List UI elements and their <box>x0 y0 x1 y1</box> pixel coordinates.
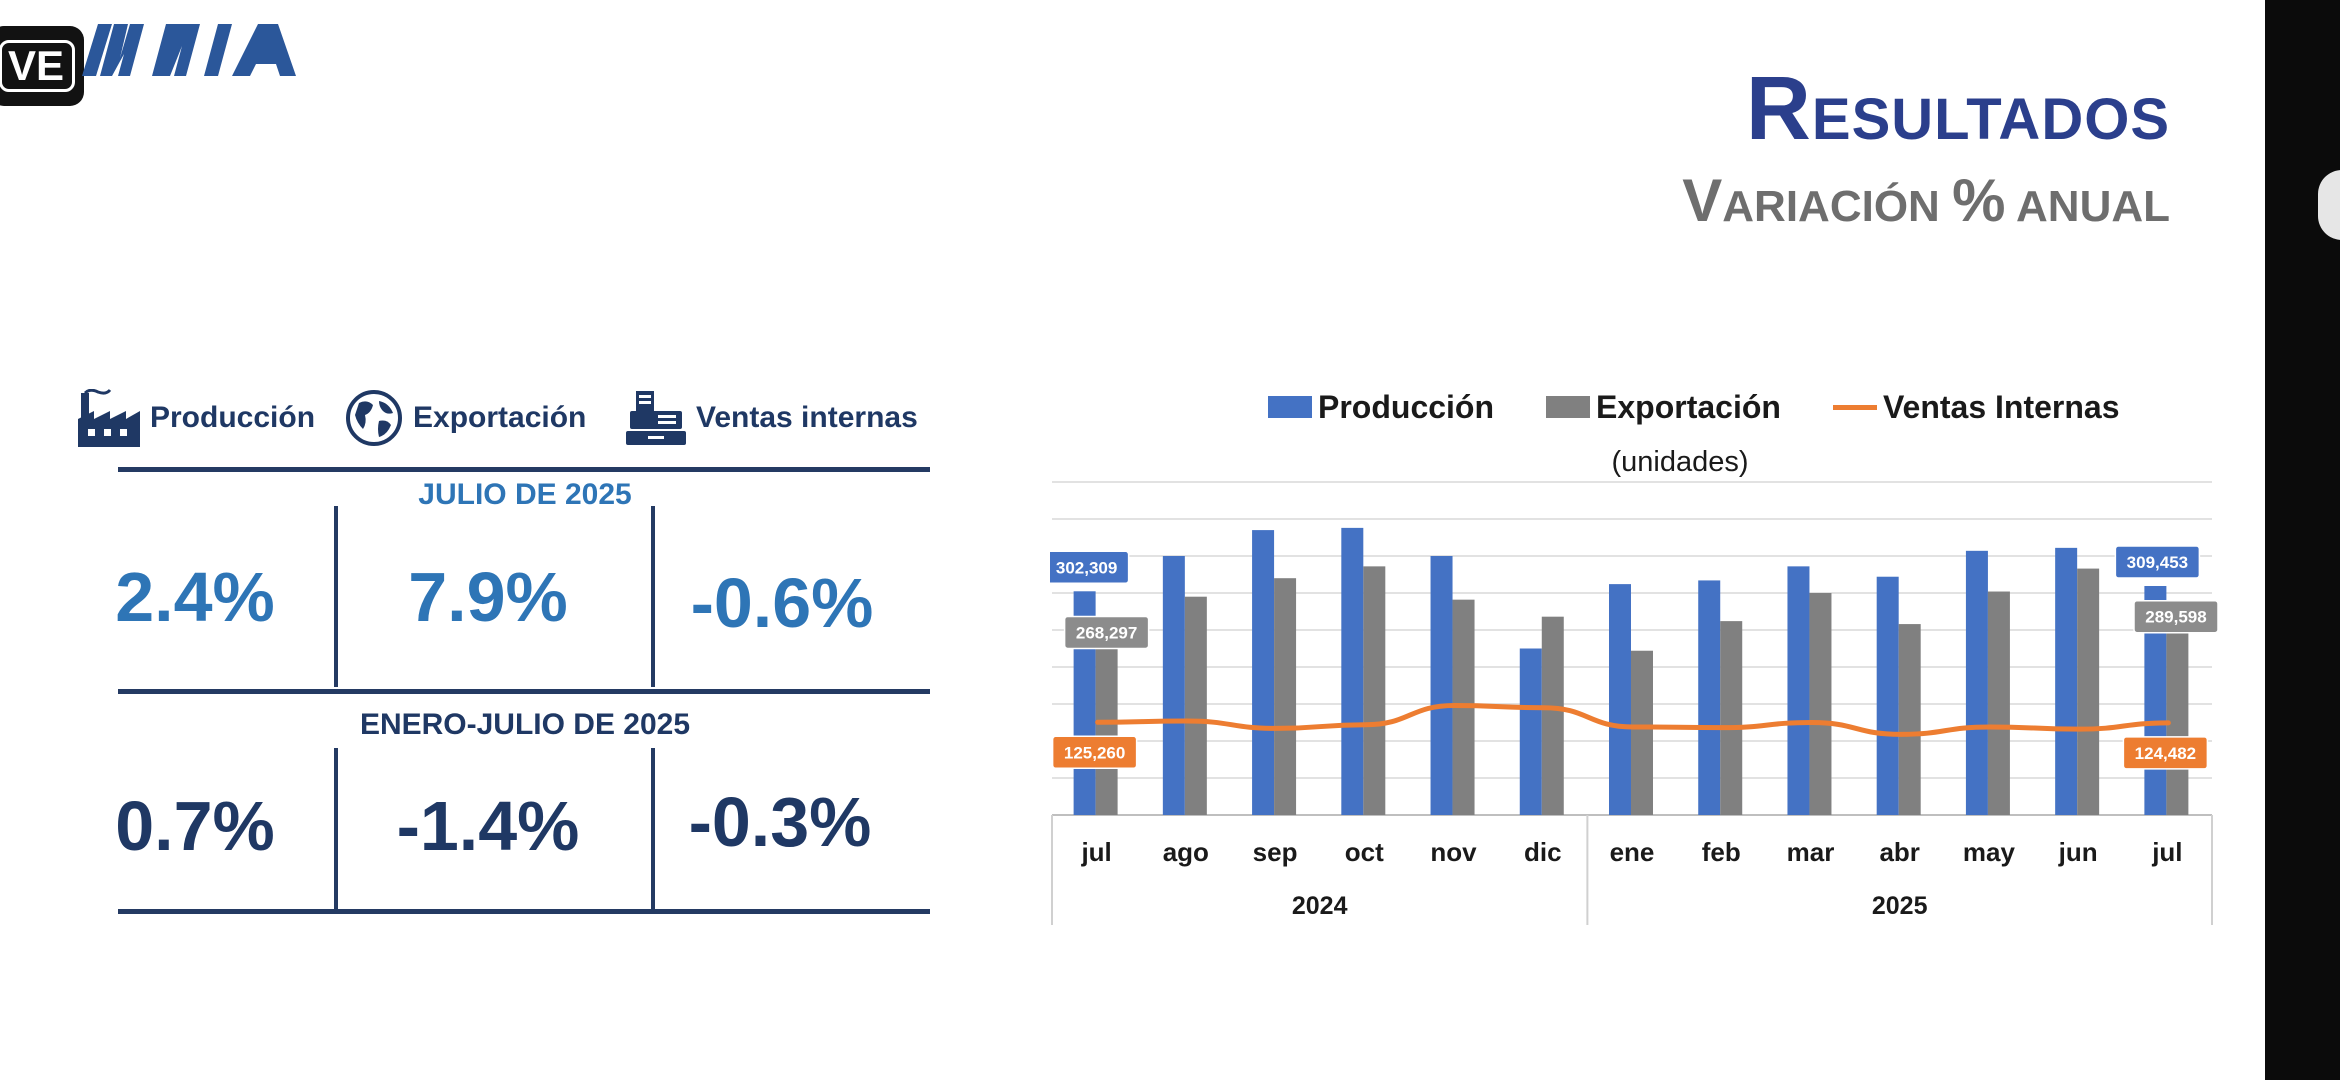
x-tick-label: may <box>1963 837 2016 867</box>
legend-item-ventas: Ventas Internas <box>1832 388 2120 426</box>
legend-item-produccion: Producción <box>1268 389 1494 426</box>
live-badge: VE <box>0 26 84 106</box>
bar-produccion <box>2055 547 2078 815</box>
legend-swatch <box>1832 404 1877 410</box>
bar-produccion <box>1162 556 1185 815</box>
kpi-value-produccion-enero-julio: 0.7% <box>115 787 275 865</box>
data-label: 309,453 <box>2127 553 2188 572</box>
bar-exportacion <box>1541 616 1564 815</box>
table-divider <box>334 748 338 910</box>
table-divider <box>334 506 338 687</box>
combo-chart: 302,309 268,297 125,260 309,453 289,598 124,4… <box>1050 481 2219 925</box>
globe-icon <box>346 390 402 446</box>
bar-exportacion <box>1631 650 1653 815</box>
kpi-header-exportacion: Exportación <box>345 386 586 450</box>
table-rule-middle <box>118 689 930 694</box>
data-label-box <box>2122 736 2209 770</box>
bar-produccion <box>1430 556 1453 815</box>
data-label-box <box>1051 735 1138 770</box>
bar-produccion <box>1698 580 1721 815</box>
kpi-value-exportacion-enero-julio: -1.4% <box>396 787 580 865</box>
chart-unit-label: (unidades) <box>1611 446 1749 478</box>
side-panel-handle[interactable] <box>2318 170 2340 240</box>
data-label-box <box>1050 550 1130 585</box>
amia-logo <box>82 24 296 76</box>
bar-produccion <box>1876 576 1899 815</box>
kpi-header-label: Exportación <box>413 401 587 434</box>
data-label: 124,482 <box>2135 744 2196 763</box>
kpi-value-ventas-enero-julio: -0.3% <box>688 783 872 861</box>
data-label: 125,260 <box>1064 743 1125 762</box>
x-tick-label: sep <box>1253 837 1298 867</box>
factory-icon <box>78 389 140 447</box>
legend-label: Producción <box>1318 388 1495 425</box>
bar-exportacion <box>1720 621 1743 815</box>
x-tick-label: oct <box>1345 837 1384 867</box>
x-tick-label: dic <box>1524 837 1562 867</box>
data-label-box <box>2133 599 2219 634</box>
right-edge-bar <box>2265 0 2340 1080</box>
legend-swatch <box>1268 396 1312 418</box>
period-label-julio: JULIO DE 2025 <box>418 478 632 511</box>
line-ventas-internas <box>1095 702 2171 737</box>
x-tick-label: nov <box>1430 837 1477 867</box>
x-tick-label: abr <box>1879 837 1919 867</box>
table-divider <box>651 506 655 687</box>
bar-produccion <box>1787 566 1810 815</box>
kpi-header-label: Producción <box>150 401 316 434</box>
page-title: RESULTADOS <box>1745 59 2170 159</box>
kpi-header-produccion: Producción <box>78 386 315 450</box>
bar-exportacion <box>2077 568 2100 815</box>
table-rule-bottom <box>118 909 930 914</box>
kpi-header-ventas: Ventas internas <box>626 386 918 450</box>
bar-exportacion <box>1809 593 1832 815</box>
bar-exportacion <box>1274 578 1297 815</box>
kpi-header-label: Ventas internas <box>696 401 918 434</box>
data-label-box <box>1063 615 1150 650</box>
kpi-value-produccion-julio: 2.4% <box>115 558 275 636</box>
table-divider <box>651 748 655 910</box>
legend-label: Ventas Internas <box>1882 388 2120 425</box>
x-tick-label: mar <box>1787 837 1835 867</box>
x-tick-label: ene <box>1610 837 1655 867</box>
bar-produccion <box>1341 527 1364 815</box>
cash-register-icon <box>626 391 686 445</box>
x-tick-label: ago <box>1163 837 1209 867</box>
data-label: 268,297 <box>1076 623 1137 642</box>
x-tick-label: jul <box>2151 837 2182 867</box>
bar-exportacion <box>1363 566 1386 815</box>
bar-produccion <box>1609 584 1631 815</box>
slide: VE RESULTADOS VARIACIÓN % ANUAL Producci… <box>0 24 2219 925</box>
page-subtitle: VARIACIÓN % ANUAL <box>1682 167 2170 234</box>
x-group-label: 2025 <box>1872 892 1928 920</box>
legend-item-exportacion: Exportación <box>1546 389 1781 426</box>
x-tick-label: feb <box>1702 837 1741 867</box>
data-label: 302,309 <box>1056 558 1117 577</box>
data-label: 289,598 <box>2145 608 2206 627</box>
bar-produccion <box>1519 648 1542 815</box>
legend-swatch <box>1546 396 1591 418</box>
bar-exportacion <box>1898 624 1921 815</box>
chart-legend: Producción Exportación Ventas Internas <box>1268 382 2119 432</box>
kpi-value-ventas-julio: -0.6% <box>690 564 874 642</box>
live-badge-label: VE <box>0 40 76 92</box>
x-tick-label: jun <box>2058 837 2098 867</box>
period-label-enero-julio: ENERO-JULIO DE 2025 <box>359 708 691 741</box>
bar-produccion <box>1965 550 1988 815</box>
table-rule-top <box>118 467 930 472</box>
bar-exportacion <box>1184 596 1207 815</box>
legend-label: Exportación <box>1596 388 1781 425</box>
kpi-value-exportacion-julio: 7.9% <box>408 558 568 636</box>
x-group-label: 2024 <box>1292 892 1348 920</box>
bar-produccion <box>1252 530 1275 815</box>
x-tick-label: jul <box>1080 837 1111 867</box>
bar-exportacion <box>1987 591 2010 815</box>
data-label-box <box>2114 545 2201 579</box>
